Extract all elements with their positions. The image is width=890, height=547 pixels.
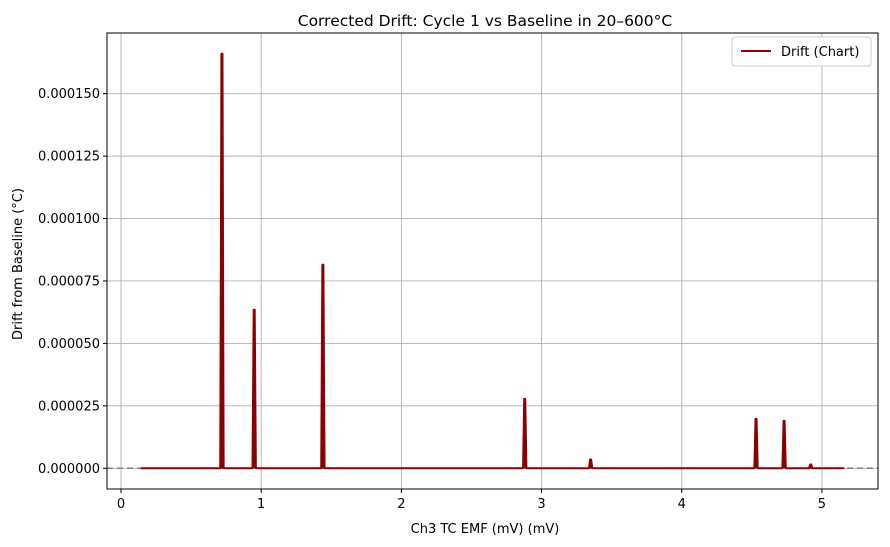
y-axis-ticks: 0.000000 0.000025 0.000050 0.000075 0.000100… [38, 87, 107, 477]
y-tick-label: 0.000075 [38, 274, 100, 289]
legend-box [731, 36, 872, 67]
y-tick-label: 0.000150 [38, 87, 100, 102]
legend: Drift (Chart) [731, 36, 872, 67]
y-tick-label: 0.000050 [38, 337, 100, 352]
y-tick-label: 0.000025 [38, 399, 100, 414]
x-tick-label: 4 [678, 497, 686, 512]
series-group [140, 52, 845, 470]
x-tick-label: 0 [117, 497, 125, 512]
y-tick-label: 0.000125 [38, 150, 100, 165]
x-tick-label: 5 [818, 497, 826, 512]
legend-label-drift: Drift (Chart) [781, 45, 859, 60]
plot-frame [106, 32, 879, 490]
x-axis-label: Ch3 TC EMF (mV) (mV) [411, 522, 560, 537]
x-tick-label: 3 [537, 497, 545, 512]
y-axis-label: Drift from Baseline (°C) [11, 188, 26, 340]
x-tick-label: 1 [257, 497, 265, 512]
chart-title: Corrected Drift: Cycle 1 vs Baseline in … [298, 12, 672, 30]
x-tick-label: 2 [397, 497, 405, 512]
y-tick-label: 0.000100 [38, 212, 100, 227]
y-tick-label: 0.000000 [38, 462, 100, 477]
series-line-drift [140, 52, 845, 470]
x-axis-ticks: 0 1 2 3 4 5 [117, 489, 826, 512]
